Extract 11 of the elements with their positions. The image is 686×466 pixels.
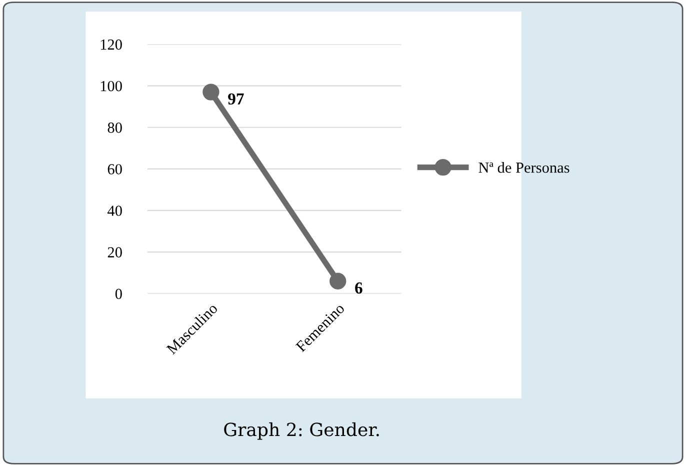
y-tick-label: 100	[100, 80, 122, 92]
data-label: 6	[355, 282, 362, 294]
y-tick-label: 20	[108, 247, 122, 258]
y-tick-label: 0	[115, 288, 122, 300]
y-tick-label: 120	[100, 39, 122, 50]
y-tick-label: 60	[108, 164, 122, 174]
y-tick-label: 80	[108, 122, 122, 133]
legend-label: Nª de Personas	[478, 162, 570, 173]
y-tick-label: 40	[108, 206, 122, 216]
data-label: 97	[228, 93, 244, 105]
caption: Graph 2: Gender.	[224, 422, 379, 440]
